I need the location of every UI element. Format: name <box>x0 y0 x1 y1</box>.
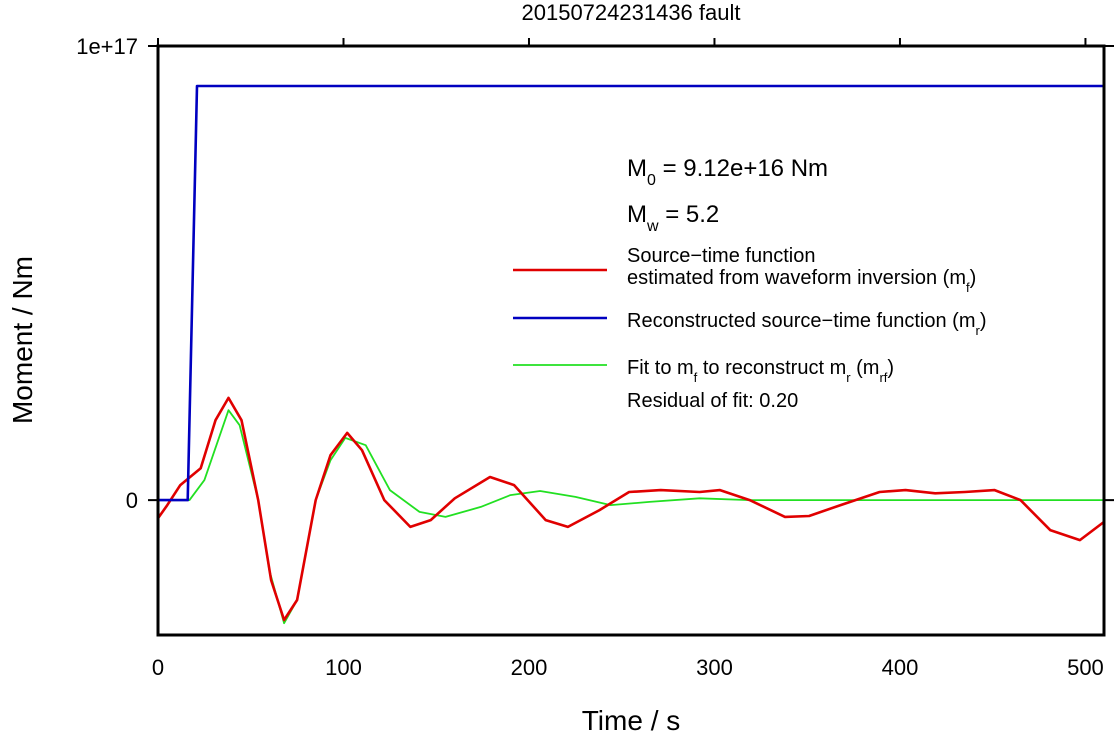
annotation-part: = 5.2 <box>659 201 720 228</box>
series-line <box>158 409 1104 625</box>
legend-label: Fit to mf to reconstruct mr (mrf) <box>627 357 894 385</box>
x-axis-label: Time / s <box>582 705 681 736</box>
legend-label: Reconstructed source−time function (mr) <box>627 310 987 338</box>
legend-label-sub: f <box>966 280 970 295</box>
series-line <box>158 84 1104 502</box>
legend-label: estimated from waveform inversion (mf) <box>627 267 976 295</box>
legend-label-part: Source−time function <box>627 245 815 267</box>
x-tick-label: 100 <box>325 655 362 680</box>
legend-label-part: ) <box>970 267 977 289</box>
legend-label-part: ) <box>980 310 987 332</box>
legend-label-sub: rf <box>879 370 887 385</box>
y-tick-label: 1e+17 <box>76 34 138 59</box>
legend-label-sub: r <box>846 370 851 385</box>
plot-frame <box>156 44 1106 637</box>
y-axis-label: Moment / Nm <box>7 256 38 424</box>
legend-label-part: Reconstructed source−time function (m <box>627 310 976 332</box>
x-tick-label: 300 <box>696 655 733 680</box>
annotation-part: = 9.12e+16 Nm <box>656 155 828 182</box>
legend-label-part: Fit to m <box>627 357 694 379</box>
legend-label-part: estimated from waveform inversion (m <box>627 267 966 289</box>
legend-label-part: ) <box>887 357 894 379</box>
legend-label-part: (m <box>851 357 880 379</box>
legend-label-sub: f <box>694 370 698 385</box>
series-line <box>158 396 1104 622</box>
annotation-sub: w <box>646 218 659 235</box>
x-tick-label: 500 <box>1067 655 1104 680</box>
legend-label: Source−time function <box>627 245 815 267</box>
annotation-part: M <box>627 201 647 228</box>
x-tick-label: 200 <box>511 655 548 680</box>
legend-label-sub: r <box>976 323 981 338</box>
annotation-part: M <box>627 155 647 182</box>
x-tick-label: 400 <box>882 655 919 680</box>
legend-label-part: to reconstruct m <box>697 357 846 379</box>
annotation-part: Residual of fit: 0.20 <box>627 390 798 412</box>
annotation: Residual of fit: 0.20 <box>627 390 798 412</box>
annotation: Mw = 5.2 <box>627 201 719 235</box>
chart-title: 20150724231436 fault <box>522 0 741 25</box>
x-tick-label: 0 <box>152 655 164 680</box>
y-tick-label: 0 <box>126 488 138 513</box>
annotation-sub: 0 <box>647 172 656 189</box>
annotation: M0 = 9.12e+16 Nm <box>627 155 828 189</box>
